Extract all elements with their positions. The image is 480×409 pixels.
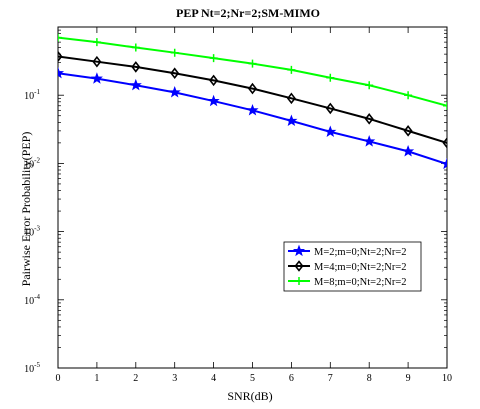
plot-area: 10-5 10-4 10-3 10-2 10-1 0 1 2 3 4 5 6 7 8 9 10 (24, 26, 452, 384)
data-point (207, 94, 220, 107)
legend-swatch-marker (295, 277, 303, 285)
y-tick-label: 10-1 (24, 88, 40, 102)
data-point (170, 48, 179, 57)
y-tick-label: 10-4 (24, 293, 40, 307)
x-tick-label: 0 (56, 373, 61, 384)
x-tick-label: 4 (211, 373, 216, 384)
data-point (58, 66, 65, 79)
series-1 (58, 66, 447, 170)
x-tick-label: 7 (328, 373, 333, 384)
legend: M=2;m=0;Nt=2;Nr=2 M=4;m=0;Nt=2;Nr=2 M=8;m=… (283, 241, 422, 292)
data-point (440, 157, 447, 170)
legend-label: M=8;m=0;Nt=2;Nr=2 (314, 277, 407, 288)
x-tick-label: 10 (442, 373, 452, 384)
data-point (402, 145, 415, 157)
x-tick-label: 5 (250, 373, 255, 384)
series-3 (58, 33, 447, 110)
data-point (287, 65, 296, 74)
data-point (246, 103, 259, 116)
data-point (90, 72, 103, 84)
data-point (168, 86, 181, 98)
series-2 (58, 50, 447, 149)
data-point (325, 102, 335, 115)
y-tick-label: 10-2 (24, 156, 40, 170)
data-point (442, 137, 447, 149)
data-point (285, 114, 298, 127)
x-tick-label: 3 (172, 373, 177, 384)
y-tick-label: 10-3 (24, 225, 40, 239)
data-point (363, 135, 376, 147)
plot-frame (57, 26, 448, 369)
x-tick-label: 1 (94, 373, 99, 384)
legend-swatch-marker (292, 244, 306, 257)
legend-item: M=8;m=0;Nt=2;Nr=2 (288, 277, 407, 288)
data-point (129, 78, 142, 91)
series-line (58, 55, 447, 144)
series-line (58, 36, 447, 107)
data-point (92, 38, 101, 47)
data-point (324, 125, 337, 138)
data-point (131, 61, 141, 73)
x-axis-label: SNR(dB) (227, 389, 272, 403)
data-point (443, 101, 447, 110)
data-point (364, 113, 374, 125)
legend-swatch-marker (294, 260, 304, 272)
data-point (365, 81, 374, 90)
data-point (286, 92, 296, 105)
x-tick-label: 9 (406, 373, 411, 384)
y-tick-label: 10-5 (24, 361, 40, 375)
data-point (247, 82, 258, 95)
data-point (170, 67, 180, 80)
legend-label: M=4;m=0;Nt=2;Nr=2 (314, 262, 407, 273)
data-point (209, 74, 219, 87)
data-point (92, 55, 102, 68)
data-point (58, 50, 63, 63)
legend-item: M=2;m=0;Nt=2;Nr=2 (288, 244, 407, 258)
data-point (326, 73, 335, 82)
data-point (131, 43, 140, 52)
x-tick-label: 8 (367, 373, 372, 384)
x-tick-label: 6 (289, 373, 294, 384)
x-tick-label: 2 (133, 373, 138, 384)
data-point (403, 125, 413, 137)
chart-title: PEP Nt=2;Nr=2;SM-MIMO (176, 6, 320, 20)
data-point (248, 59, 257, 68)
y-axis-label: Pairwise Error Probability(PEP) (19, 132, 33, 287)
data-point (404, 91, 413, 100)
data-point (209, 54, 218, 63)
legend-label: M=2;m=0;Nt=2;Nr=2 (314, 247, 407, 258)
legend-item: M=4;m=0;Nt=2;Nr=2 (288, 260, 407, 273)
data-point (58, 33, 62, 42)
series-line (58, 72, 447, 165)
